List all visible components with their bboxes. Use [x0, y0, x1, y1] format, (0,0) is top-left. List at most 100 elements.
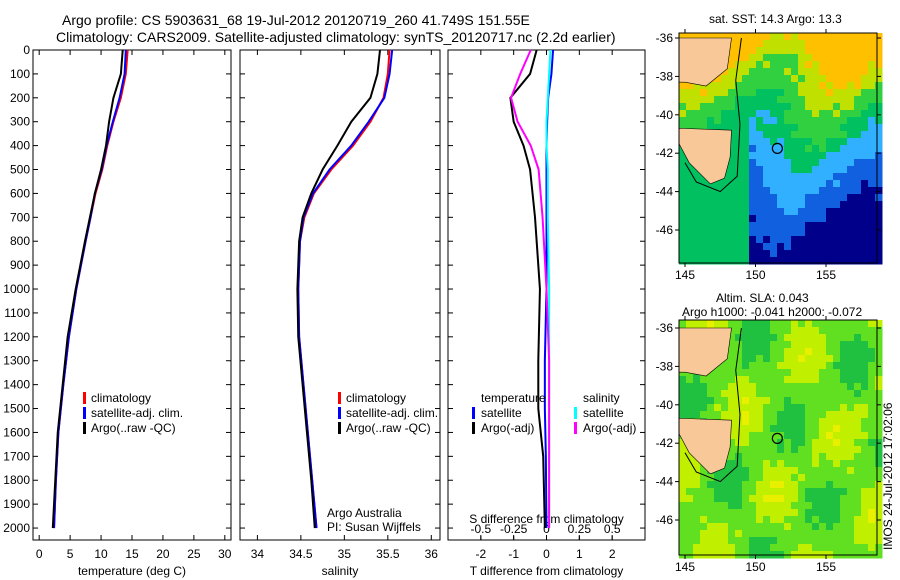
map-cell — [749, 40, 757, 48]
map-cell — [742, 537, 750, 545]
map-cell — [686, 96, 694, 104]
map-cell — [770, 369, 778, 377]
map-cell — [693, 215, 701, 223]
map-cell — [686, 110, 694, 118]
map-cell — [693, 383, 701, 391]
map-cell — [700, 236, 708, 244]
map-cell — [791, 145, 799, 153]
map-cell — [868, 369, 876, 377]
map-cell — [728, 544, 736, 552]
map-cell — [700, 194, 708, 202]
map-cell — [812, 537, 820, 545]
map-cell — [854, 250, 862, 258]
map-cell — [686, 488, 694, 496]
map-cell — [763, 124, 771, 132]
map-cell — [777, 432, 785, 440]
x-tick-label: 34.5 — [289, 547, 313, 561]
map-cell — [833, 481, 841, 489]
map-cell — [826, 432, 834, 440]
map-cell — [819, 425, 827, 433]
map-cell — [847, 250, 855, 258]
map-cell — [749, 383, 757, 391]
map-cell — [735, 166, 743, 174]
x-tick-label: 15 — [125, 547, 139, 561]
map-cell — [791, 341, 799, 349]
map-cell — [693, 82, 701, 90]
map-cell — [756, 89, 764, 97]
map-cell — [875, 47, 883, 55]
map-cell — [770, 68, 778, 76]
map-cell — [728, 243, 736, 251]
map-cell — [847, 215, 855, 223]
map-cell — [700, 488, 708, 496]
map-cell — [728, 460, 736, 468]
map-cell — [798, 152, 806, 160]
map-cell — [756, 530, 764, 538]
map-cell — [840, 33, 848, 41]
map-cell — [819, 68, 827, 76]
map-cell — [784, 530, 792, 538]
map-cell — [798, 425, 806, 433]
map-cell — [826, 383, 834, 391]
map-cell — [840, 523, 848, 531]
map-cell — [840, 187, 848, 195]
map-cell — [756, 467, 764, 475]
map-cell — [791, 383, 799, 391]
map-cell — [756, 432, 764, 440]
map-cell — [854, 516, 862, 524]
map-cell — [756, 474, 764, 482]
map-cell — [749, 124, 757, 132]
map-cell — [840, 509, 848, 517]
map-cell — [826, 40, 834, 48]
map-cell — [742, 236, 750, 244]
map-cell — [847, 481, 855, 489]
map-cell — [861, 236, 869, 244]
map-cell — [714, 124, 722, 132]
map-cell — [840, 460, 848, 468]
map-cell — [805, 47, 813, 55]
map-cell — [742, 145, 750, 153]
map-cell — [812, 201, 820, 209]
map-cell — [707, 502, 715, 510]
map-cell — [854, 439, 862, 447]
lat-tick-label: -42 — [656, 146, 674, 160]
map-cell — [777, 355, 785, 363]
map-cell — [826, 222, 834, 230]
map-cell — [686, 467, 694, 475]
map-cell — [721, 222, 729, 230]
map-cell — [833, 320, 841, 328]
map-cell — [840, 138, 848, 146]
map-cell — [840, 418, 848, 426]
map-cell — [875, 96, 883, 104]
map-cell — [840, 110, 848, 118]
map-cell — [777, 474, 785, 482]
map-cell — [819, 82, 827, 90]
map-cell — [868, 131, 876, 139]
map-cell — [763, 355, 771, 363]
map-cell — [735, 173, 743, 181]
map-cell — [763, 362, 771, 370]
map-cell — [861, 82, 869, 90]
map-cell — [735, 460, 743, 468]
map-cell — [875, 334, 883, 342]
map-cell — [812, 68, 820, 76]
map-cell — [875, 397, 883, 405]
map-cell — [700, 376, 708, 384]
map-cell — [777, 257, 785, 265]
map-cell — [777, 509, 785, 517]
map-cell — [749, 89, 757, 97]
map-cell — [756, 376, 764, 384]
map-cell — [735, 208, 743, 216]
map-cell — [868, 236, 876, 244]
map-cell — [798, 250, 806, 258]
map-cell — [854, 33, 862, 41]
map-cell — [833, 488, 841, 496]
map-cell — [826, 446, 834, 454]
y-tick-label: 700 — [10, 210, 30, 224]
map-cell — [861, 152, 869, 160]
map-cell — [826, 166, 834, 174]
map-cell — [770, 488, 778, 496]
map-cell — [868, 474, 876, 482]
map-cell — [721, 383, 729, 391]
map-cell — [847, 530, 855, 538]
